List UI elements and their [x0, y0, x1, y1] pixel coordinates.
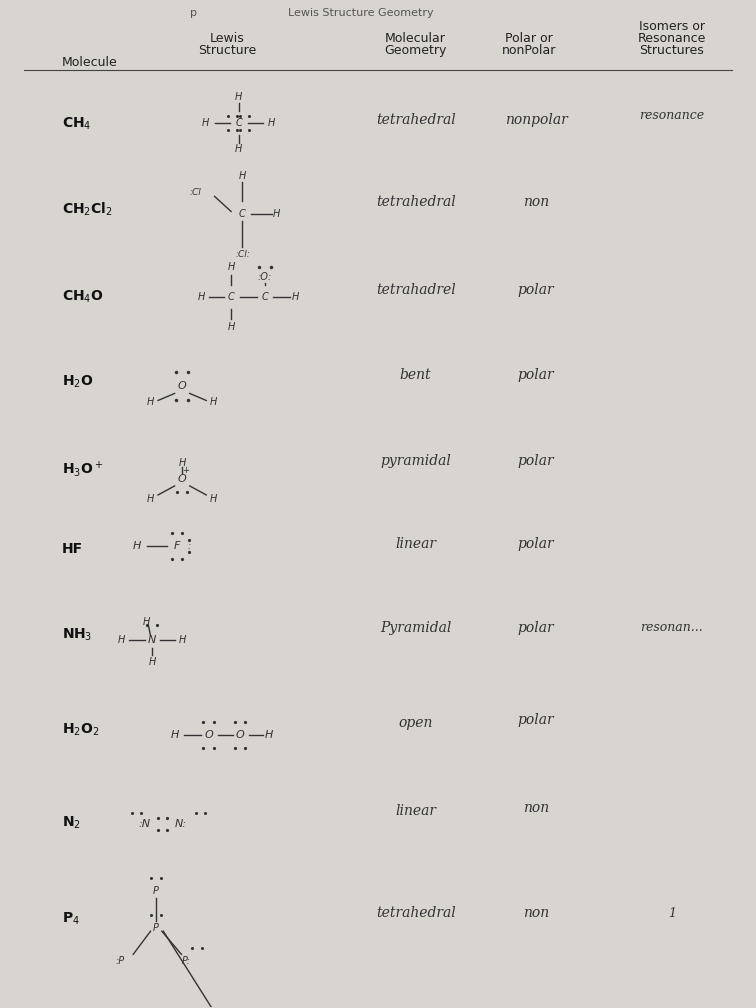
Text: Molecular: Molecular	[386, 31, 446, 44]
Text: H: H	[265, 730, 273, 740]
Text: H: H	[202, 118, 209, 128]
Text: C: C	[262, 292, 268, 302]
Text: :: :	[187, 541, 191, 551]
Text: C: C	[228, 292, 234, 302]
Text: H: H	[178, 458, 186, 468]
Text: P:: P:	[181, 957, 191, 967]
Text: tetrahedral: tetrahedral	[376, 196, 456, 210]
Text: polar: polar	[518, 368, 554, 382]
Text: H: H	[292, 292, 299, 302]
Text: :N: :N	[138, 818, 150, 829]
Text: polar: polar	[518, 713, 554, 727]
Text: non: non	[523, 800, 550, 814]
Text: H: H	[239, 171, 246, 181]
Text: H: H	[171, 730, 179, 740]
Text: H$_3$O$^+$: H$_3$O$^+$	[62, 459, 103, 479]
Text: nonPolar: nonPolar	[501, 43, 556, 56]
Text: C: C	[239, 210, 246, 220]
Text: H: H	[228, 323, 235, 332]
Text: O: O	[236, 730, 244, 740]
Text: resonance: resonance	[639, 110, 705, 123]
Text: linear: linear	[395, 537, 436, 551]
Text: H: H	[235, 92, 243, 102]
Text: Molecule: Molecule	[62, 55, 117, 69]
Text: polar: polar	[518, 621, 554, 635]
Text: NH$_3$: NH$_3$	[62, 627, 92, 643]
Text: bent: bent	[400, 368, 432, 382]
Text: P: P	[153, 886, 159, 896]
Text: H: H	[148, 657, 156, 667]
Text: H: H	[210, 397, 218, 407]
Text: CH$_4$: CH$_4$	[62, 116, 91, 132]
Text: Resonance: Resonance	[637, 31, 706, 44]
Text: p                          Lewis Structure Geometry: p Lewis Structure Geometry	[190, 8, 433, 18]
Text: linear: linear	[395, 803, 436, 817]
Text: Pyramidal: Pyramidal	[380, 621, 451, 635]
Text: polar: polar	[518, 454, 554, 468]
Text: F: F	[174, 541, 180, 551]
Text: H: H	[235, 144, 243, 154]
Text: pyramidal: pyramidal	[380, 454, 451, 468]
Text: H: H	[142, 617, 150, 627]
Text: N: N	[148, 635, 156, 645]
Text: O: O	[178, 474, 187, 484]
Text: O: O	[178, 381, 187, 391]
Text: +: +	[181, 467, 189, 476]
Text: H: H	[118, 635, 125, 645]
Text: :Cl̈: :Cl̈	[190, 187, 202, 197]
Text: non: non	[523, 196, 550, 210]
Text: H: H	[178, 635, 186, 645]
Text: :O:: :O:	[258, 272, 272, 282]
Text: HF: HF	[62, 542, 82, 556]
Text: Isomers or: Isomers or	[639, 19, 705, 32]
Text: polar: polar	[518, 537, 554, 551]
Text: tetrahedral: tetrahedral	[376, 113, 456, 127]
Text: polar: polar	[518, 283, 554, 297]
Text: 1: 1	[668, 906, 676, 919]
Text: H: H	[133, 541, 141, 551]
Text: resonan...: resonan...	[640, 621, 703, 634]
Text: N$_2$: N$_2$	[62, 814, 81, 831]
Text: P$_4$: P$_4$	[62, 911, 79, 927]
Text: :Cl:: :Cl:	[235, 250, 249, 259]
Text: CH$_2$Cl$_2$: CH$_2$Cl$_2$	[62, 201, 113, 218]
Text: tetrahadrel: tetrahadrel	[376, 283, 456, 297]
Text: nonpolar: nonpolar	[505, 113, 568, 127]
Text: H$_2$O: H$_2$O	[62, 373, 93, 389]
Text: non: non	[523, 906, 550, 920]
Text: Polar or: Polar or	[505, 31, 553, 44]
Text: Lewis: Lewis	[210, 31, 245, 44]
Text: O: O	[204, 730, 213, 740]
Text: Structures: Structures	[640, 43, 704, 56]
Text: H: H	[273, 210, 280, 220]
Text: Structure: Structure	[198, 43, 256, 56]
Text: CH$_4$O: CH$_4$O	[62, 288, 104, 305]
Text: H: H	[210, 494, 218, 504]
Text: Geometry: Geometry	[385, 43, 447, 56]
Text: H: H	[268, 118, 275, 128]
Text: tetrahedral: tetrahedral	[376, 906, 456, 920]
Text: H$_2$O$_2$: H$_2$O$_2$	[62, 722, 99, 739]
Text: H: H	[228, 262, 235, 272]
Text: H: H	[197, 292, 205, 302]
Text: N:: N:	[175, 818, 187, 829]
Text: P: P	[153, 923, 159, 933]
Text: open: open	[398, 716, 433, 730]
Text: H: H	[147, 397, 154, 407]
Text: :P: :P	[115, 957, 124, 967]
Text: C: C	[235, 118, 242, 128]
Text: H: H	[147, 494, 154, 504]
